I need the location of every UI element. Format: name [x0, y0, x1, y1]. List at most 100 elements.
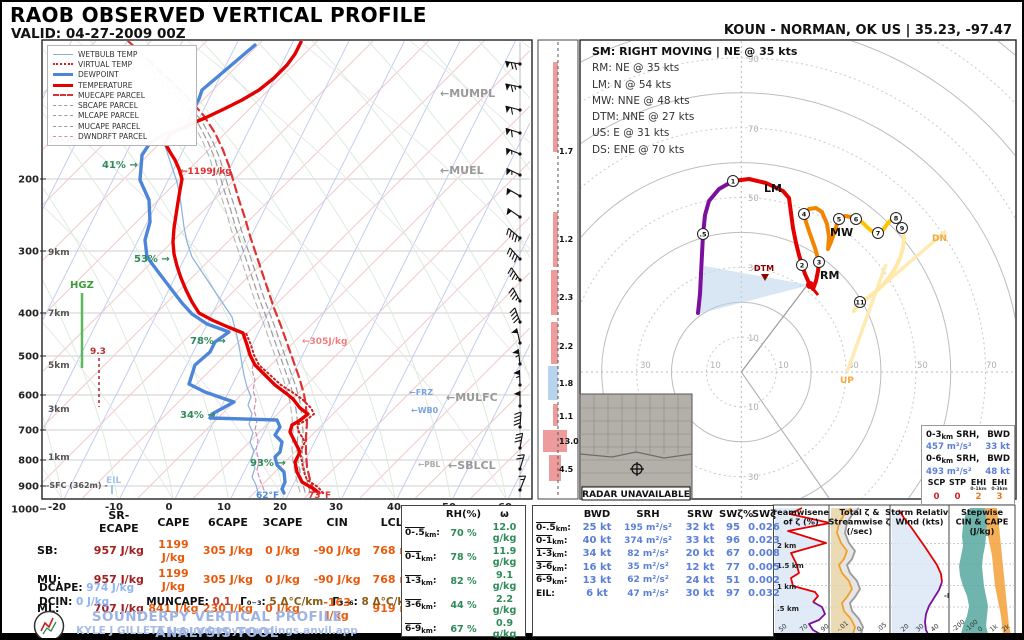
skewt-label: 73°F [308, 491, 331, 501]
panel-inner-label: .5 km [777, 605, 799, 613]
wind-barb [512, 349, 522, 366]
panel-title: (/sec) [847, 526, 873, 536]
panel-tick-label: 1k [988, 622, 999, 633]
storm-motion-line: DS: ENE @ 70 kts [592, 143, 685, 156]
wind-barb [506, 247, 522, 263]
page-title: RAOB OBSERVED VERTICAL PROFILE [10, 3, 427, 27]
skewt-label: HGZ [70, 280, 94, 291]
panel-tick-label: 40 [929, 622, 940, 633]
legend-item: SBCAPE PARCEL [53, 100, 191, 110]
index-value: 2 [975, 492, 982, 503]
wind-barb [507, 267, 522, 282]
panel-title: of ζ (%) [783, 517, 819, 527]
strip-bar [553, 212, 558, 267]
index-value: 0 [933, 492, 940, 503]
hodo-motion-label: MW [830, 226, 853, 239]
strip-value: 1.2 [559, 235, 573, 244]
thermo-row: MU: 957 J/kg 1199 J/kg 305 J/kg 0 J/kg -… [37, 566, 411, 593]
storm-motion-line: SM: RIGHT MOVING | NE @ 35 kts [592, 45, 798, 58]
svg-text:4: 4 [802, 210, 807, 218]
svg-text:800: 800 [18, 456, 39, 467]
hodo-ring-label: 50 [748, 194, 759, 204]
bwd-0-6-label: BWD [987, 454, 1010, 465]
legend-item: MUCAPE PARCEL [53, 121, 191, 131]
svg-text:30: 30 [329, 502, 343, 513]
wind-barb [506, 207, 522, 219]
wind-barb [505, 105, 522, 115]
wind-barb [506, 188, 522, 198]
trace-1-3km [731, 177, 821, 291]
kinematics-header: SWζ% [719, 509, 754, 520]
skewt-label: 53% → [134, 254, 170, 265]
panel-title: Total ζ & [839, 507, 879, 517]
thermo-extra-row: DCIN: 0 J/kg MUNCAPE: 0.1 Γ₀₋₃: 5 Δ°C/km… [39, 596, 416, 608]
skewt-label: EIL [106, 476, 121, 486]
index-header: EHI 0-1km [970, 477, 987, 492]
skewt-label: ←MULFC [446, 391, 498, 404]
moisture-row: 0-.5km: 70 % 12.0 g/kg [405, 522, 517, 544]
legend-item: WETBULB TEMP [53, 49, 191, 59]
skewt-label: ←MUMPL [440, 87, 495, 100]
hodo-km-marker: 8 [890, 212, 902, 224]
strip-value: 1.7 [559, 147, 573, 156]
legend-label: TEMPERATURE [78, 80, 133, 90]
downdraft-parcel-curve [251, 359, 265, 491]
muncape-value: 0.1 [212, 596, 232, 608]
svg-text:5: 5 [837, 215, 842, 223]
strip-bar [553, 404, 558, 426]
thermo-header: LCL [380, 515, 403, 529]
storm-motion-line: US: E @ 31 kts [592, 127, 670, 140]
skewt-label: 1km [48, 453, 70, 463]
skewt-label: 9km [48, 248, 70, 258]
storm-motion-line: LM: N @ 54 kts [592, 78, 672, 91]
storm-motion-block: SM: RIGHT MOVING | NE @ 35 kts RM: NE @ 3… [592, 44, 797, 158]
panel-tick-label: 70 [798, 622, 809, 633]
hodo-ring-label: 30 [748, 264, 759, 274]
svg-text:10: 10 [217, 502, 231, 513]
wind-barb [505, 147, 522, 156]
legend-item: MUECAPE PARCEL [53, 90, 191, 100]
panel-tick-label: 30 [914, 622, 925, 633]
hodo-km-marker: 2 [796, 259, 808, 271]
svg-text:900: 900 [18, 482, 39, 493]
thermo-row: SB: 957 J/kg 1199 J/kg 305 J/kg 0 J/kg -… [37, 537, 411, 564]
srh-0-6-label: 0-6km SRH, [926, 454, 980, 465]
legend-item: DWNDRFT PARCEL [53, 131, 191, 141]
wind-barb [513, 411, 522, 429]
skewt-label: 41% → [102, 160, 138, 171]
svg-text:11: 11 [855, 298, 865, 306]
sbcape-parcel-curve [133, 46, 311, 493]
strip-value: 2.2 [559, 342, 573, 351]
svg-text:40: 40 [387, 502, 401, 513]
hodo-km-marker: 1 [727, 175, 739, 187]
svg-text:0: 0 [166, 502, 173, 513]
hodo-km-marker: 7 [872, 227, 884, 239]
panel-title: (J/kg) [970, 526, 995, 536]
wind-barb [506, 167, 522, 177]
wind-barbs [505, 60, 527, 492]
moisture-header [402, 508, 443, 521]
strip-bar [548, 366, 558, 400]
wind-barb [505, 83, 522, 93]
svg-text:1: 1 [731, 177, 736, 185]
dcin-value: 0 J/kg [75, 596, 110, 608]
legend-label: WETBULB TEMP [78, 49, 138, 59]
valid-time: VALID: 04-27-2009 00Z [11, 26, 186, 42]
radar-map-inset: RADAR UNAVAILABLE [579, 393, 693, 501]
strip-value: 1.8 [559, 379, 574, 388]
wind-barb [513, 391, 522, 408]
skewt-label: 62°F [256, 491, 279, 501]
strip-bar [543, 430, 567, 452]
dcape-value: 974 J/kg [86, 582, 135, 594]
wind-barb [514, 432, 524, 450]
kinematics-row: 0-1km: 40 kt 374 m²/s² 33 kt 96 0.023 [536, 535, 780, 547]
strip-bar [553, 62, 558, 152]
muecape-parcel-curve [126, 41, 316, 494]
svg-text:9: 9 [900, 224, 905, 232]
srh-0-3-label: 0-3km SRH, [926, 430, 980, 441]
svg-text:.5: .5 [700, 230, 707, 238]
moisture-header: ω [500, 509, 509, 520]
svg-text:-20: -20 [48, 502, 66, 513]
